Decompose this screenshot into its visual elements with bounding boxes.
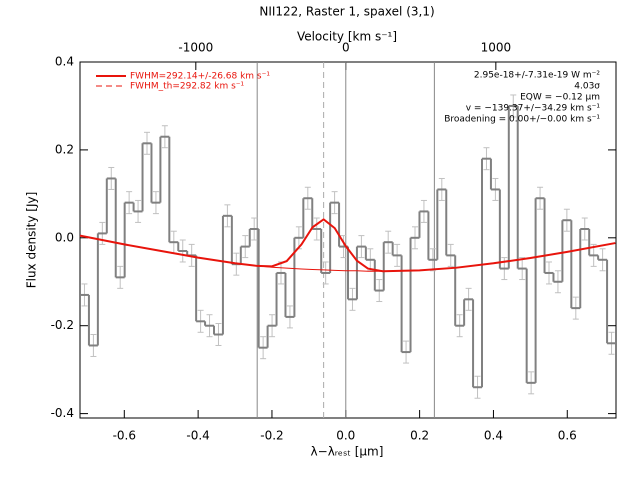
annotation: Broadening = 0.00+/−0.00 km s⁻¹ <box>444 115 600 125</box>
y-tick-label: -0.2 <box>51 318 74 332</box>
y-axis-label: Flux density [Jy] <box>25 192 39 289</box>
x-tick-label: -0.6 <box>113 429 136 443</box>
y-tick-label: 0.4 <box>55 55 74 69</box>
x-tick-label: 0.2 <box>410 429 429 443</box>
x-tick-label: -0.4 <box>186 429 209 443</box>
x2-tick-label: -1000 <box>178 41 213 55</box>
x2-tick-label: 1000 <box>481 41 512 55</box>
x-tick-label: 0.0 <box>336 429 355 443</box>
fit-line <box>79 218 616 273</box>
annotation: 2.95e-18+/-7.31e-19 W m⁻² <box>474 71 601 81</box>
chart-title: NII122, Raster 1, spaxel (3,1) <box>259 5 434 19</box>
y-tick-label: 0.2 <box>55 142 74 156</box>
annotation: v = −139.37+/−34.29 km s⁻¹ <box>466 104 601 114</box>
x-axis-label: λ−λᵣₑₛₜ [μm] <box>311 445 384 459</box>
x2-tick-label: 0 <box>342 41 350 55</box>
annotation: EQW = −0.12 μm <box>520 93 600 103</box>
y-tick-label: 0.0 <box>55 230 74 244</box>
legend-label: FWHM_th=292.82 km s⁻¹ <box>130 82 245 92</box>
annotation: 4.03σ <box>574 82 600 92</box>
x-tick-label: 0.6 <box>558 429 577 443</box>
plot-frame <box>79 61 617 419</box>
y-tick-label: -0.4 <box>51 406 74 420</box>
legend-label: FWHM=292.14+/-26.68 km s⁻¹ <box>130 72 270 82</box>
x2-axis-label: Velocity [km s⁻¹] <box>297 30 397 44</box>
x-tick-label: 0.4 <box>484 429 503 443</box>
x-tick-label: -0.2 <box>260 429 283 443</box>
